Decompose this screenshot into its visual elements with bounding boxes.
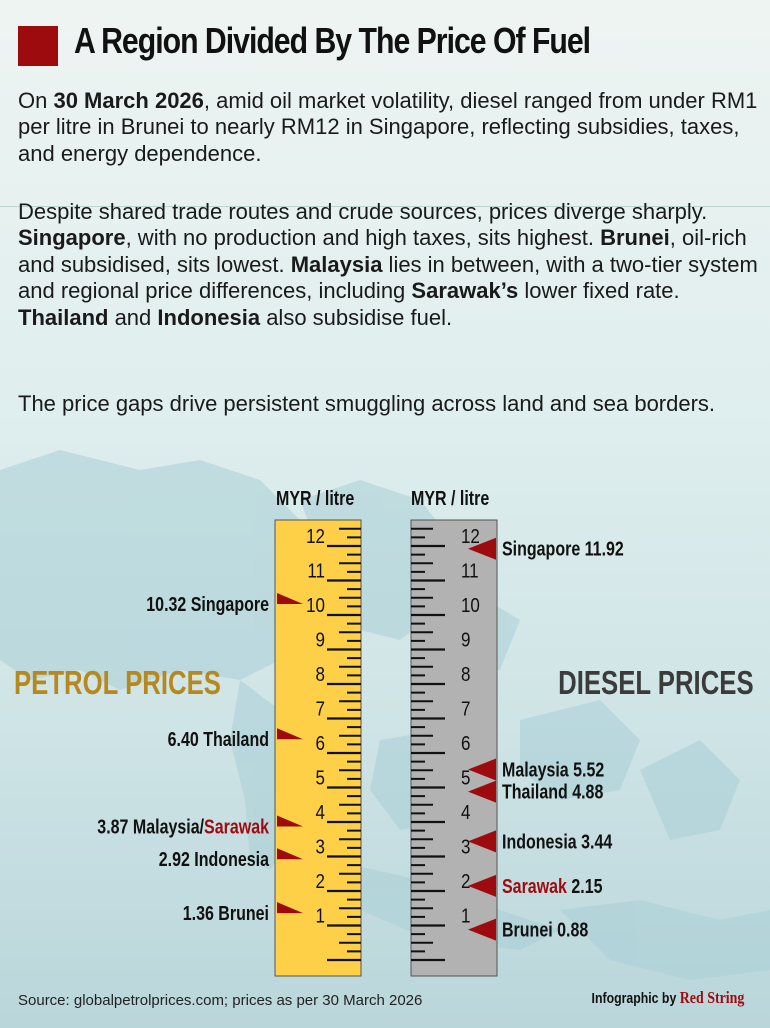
petrol-tick-label: 10	[306, 594, 325, 617]
diesel-marker-malaysia	[468, 758, 496, 781]
title-accent-square	[18, 26, 58, 66]
petrol-ruler-body	[274, 519, 362, 977]
petrol-label-malaysia-sarawak-part: 3.87 Malaysia/	[97, 816, 204, 838]
diesel-tick-label: 4	[461, 801, 470, 824]
page-title: A Region Divided By The Price Of Fuel	[74, 20, 591, 61]
petrol-marker-malaysia-sarawak	[277, 815, 303, 838]
petrol-tick-label: 1	[316, 904, 325, 927]
diesel-tick-label: 5	[461, 766, 470, 789]
petrol-label-thailand: 6.40 Thailand	[168, 729, 269, 751]
petrol-label-malaysia-sarawak: 3.87 Malaysia/Sarawak	[97, 816, 269, 838]
diesel-tick-label: 2	[461, 870, 470, 893]
petrol-marker-thailand	[277, 728, 303, 751]
diesel-marker-brunei	[468, 918, 496, 941]
diesel-tick-label: 6	[461, 732, 470, 755]
context-paragraph: Despite shared trade routes and crude so…	[18, 199, 758, 330]
divider-line	[0, 206, 770, 207]
petrol-marker-singapore	[277, 592, 303, 615]
diesel-tick-label: 8	[461, 663, 470, 686]
petrol-marker-brunei	[277, 902, 303, 925]
petrol-label-malaysia-sarawak-part: Sarawak	[204, 816, 270, 838]
infographic-credit: Infographic by Red String	[591, 988, 744, 1007]
petrol-label-singapore: 10.32 Singapore	[146, 593, 269, 615]
petrol-tick-label: 8	[316, 663, 325, 686]
petrol-marker-indonesia	[277, 848, 303, 871]
diesel-tick-label: 11	[461, 559, 479, 582]
diesel-label-malaysia-part: Malaysia 5.52	[502, 759, 604, 781]
petrol-tick-label: 2	[316, 870, 325, 893]
diesel-tick-label: 1	[461, 904, 470, 927]
intro-paragraph: On 30 March 2026, amid oil market volati…	[18, 88, 758, 166]
petrol-tick-label: 6	[316, 732, 325, 755]
petrol-label-indonesia-part: 2.92 Indonesia	[159, 849, 270, 871]
petrol-unit-label: MYR / litre	[276, 488, 355, 510]
diesel-marker-thailand	[468, 780, 496, 803]
diesel-tick-label: 7	[461, 697, 470, 720]
diesel-tick-label: 3	[461, 835, 470, 858]
diesel-label-sarawak: Sarawak 2.15	[502, 875, 603, 897]
diesel-label-indonesia-part: Indonesia 3.44	[502, 831, 612, 853]
petrol-label-brunei-part: 1.36 Brunei	[183, 902, 269, 924]
diesel-label-sarawak-part: 2.15	[567, 875, 603, 897]
petrol-tick-label: 11	[307, 559, 325, 582]
diesel-label-thailand: Thailand 4.88	[502, 781, 603, 803]
diesel-unit-label: MYR / litre	[411, 488, 490, 510]
diesel-tick-label: 12	[461, 525, 480, 548]
petrol-label-indonesia: 2.92 Indonesia	[159, 849, 270, 871]
diesel-prices-title: DIESEL PRICES	[558, 664, 754, 701]
petrol-tick-label: 3	[316, 835, 325, 858]
diesel-label-malaysia: Malaysia 5.52	[502, 759, 604, 781]
petrol-label-singapore-part: 10.32 Singapore	[146, 593, 269, 615]
diesel-label-singapore: Singapore 11.92	[502, 538, 624, 560]
diesel-marker-sarawak	[468, 874, 496, 897]
diesel-label-brunei: Brunei 0.88	[502, 919, 588, 941]
petrol-label-thailand-part: 6.40 Thailand	[168, 729, 269, 751]
diesel-label-singapore-part: Singapore 11.92	[502, 538, 624, 560]
brand-logo-text: Red String	[679, 988, 744, 1007]
diesel-marker-indonesia	[468, 830, 496, 853]
diesel-marker-singapore	[468, 537, 496, 560]
petrol-label-brunei: 1.36 Brunei	[183, 902, 269, 924]
petrol-tick-label: 7	[316, 697, 325, 720]
petrol-tick-label: 5	[316, 766, 325, 789]
diesel-label-sarawak-part: Sarawak	[502, 875, 568, 897]
diesel-tick-label: 9	[461, 628, 470, 651]
petrol-tick-label: 9	[316, 628, 325, 651]
petrol-prices-title: PETROL PRICES	[14, 664, 221, 701]
diesel-tick-label: 10	[461, 594, 480, 617]
diesel-label-indonesia: Indonesia 3.44	[502, 831, 612, 853]
petrol-tick-label: 4	[316, 801, 325, 824]
source-note: Source: globalpetrolprices.com; prices a…	[18, 992, 423, 1009]
smuggling-paragraph: The price gaps drive persistent smugglin…	[18, 391, 716, 416]
diesel-label-brunei-part: Brunei 0.88	[502, 919, 588, 941]
diesel-ruler-body	[410, 519, 498, 977]
petrol-tick-label: 12	[306, 525, 325, 548]
diesel-label-thailand-part: Thailand 4.88	[502, 781, 603, 803]
